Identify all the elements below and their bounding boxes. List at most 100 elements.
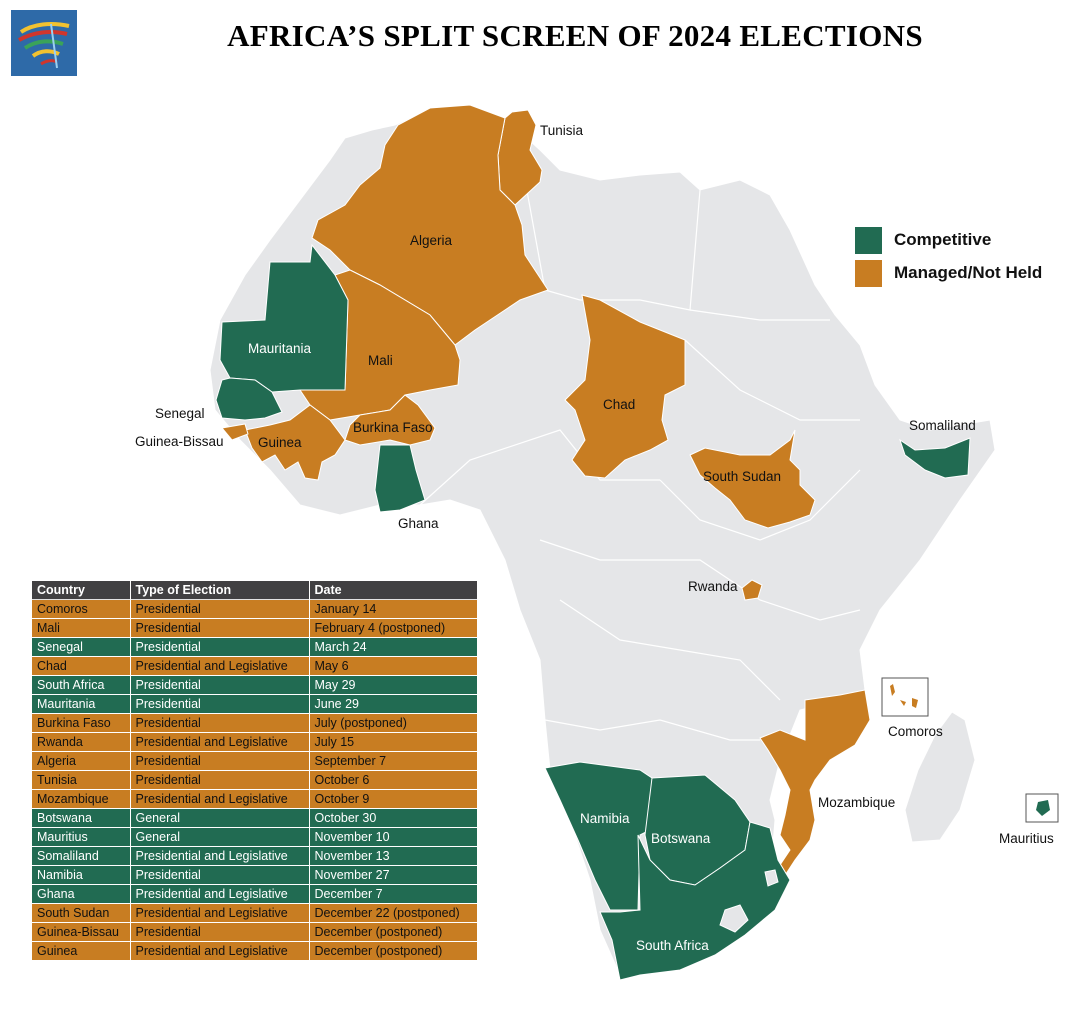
table-body: Comoros Presidential January 14 Mali Preside… — [32, 599, 478, 960]
country-south-sudan — [689, 429, 816, 529]
label-namibia: Namibia — [580, 811, 630, 826]
cell-date: December (postponed) — [309, 941, 478, 960]
label-mozambique: Mozambique — [818, 795, 895, 810]
cell-date: November 27 — [309, 865, 478, 885]
cell-country: Mauritania — [32, 694, 131, 714]
table-row: Somaliland Presidential and Legislative No… — [32, 846, 478, 866]
cell-country: Rwanda — [32, 732, 131, 752]
country-senegal — [215, 377, 283, 421]
table-row: Senegal Presidential March 24 — [32, 637, 478, 657]
cell-type: Presidential — [130, 713, 310, 733]
cell-country: Ghana — [32, 884, 131, 904]
cell-country: Comoros — [32, 599, 131, 619]
cell-date: December 7 — [309, 884, 478, 904]
cell-type: Presidential and Legislative — [130, 884, 310, 904]
cell-type: Presidential — [130, 637, 310, 657]
label-ghana: Ghana — [398, 516, 439, 531]
country-borders — [419, 179, 861, 741]
competitive-countries — [215, 243, 971, 981]
header-date: Date — [309, 581, 478, 600]
cell-type: Presidential — [130, 618, 310, 638]
table-row: Guinea Presidential and Legislative Decemb… — [32, 941, 478, 960]
country-chad — [564, 294, 686, 479]
cell-type: Presidential and Legislative — [130, 789, 310, 809]
cell-date: May 6 — [309, 656, 478, 676]
cell-country: Algeria — [32, 751, 131, 771]
label-comoros: Comoros — [888, 724, 943, 739]
cell-date: March 24 — [309, 637, 478, 657]
cell-date: July (postponed) — [309, 713, 478, 733]
table-row: South Sudan Presidential and Legislative D… — [32, 903, 478, 923]
country-south-africa — [599, 821, 791, 981]
country-ghana — [374, 444, 426, 513]
cell-type: Presidential and Legislative — [130, 903, 310, 923]
table-row: South Africa Presidential May 29 — [32, 675, 478, 695]
label-botswana: Botswana — [651, 831, 711, 846]
legend-swatch-managed — [855, 260, 882, 287]
legend-label-competitive: Competitive — [894, 230, 992, 249]
table-row: Guinea-Bissau Presidential December (postp… — [32, 922, 478, 942]
cell-type: Presidential — [130, 770, 310, 790]
cell-country: Burkina Faso — [32, 713, 131, 733]
cell-date: January 14 — [309, 599, 478, 619]
header-country: Country — [32, 581, 131, 600]
cell-type: Presidential — [130, 694, 310, 714]
cell-country: Botswana — [32, 808, 131, 828]
eswatini — [764, 869, 779, 887]
table-row: Comoros Presidential January 14 — [32, 599, 478, 619]
cell-date: November 13 — [309, 846, 478, 866]
cell-type: General — [130, 827, 310, 847]
country-guinea — [244, 404, 346, 481]
cell-type: Presidential and Legislative — [130, 732, 310, 752]
comoros-inset — [881, 677, 929, 717]
cell-date: December (postponed) — [309, 922, 478, 942]
cell-type: Presidential — [130, 675, 310, 695]
country-guinea-bissau — [221, 423, 249, 441]
cell-date: December 22 (postponed) — [309, 903, 478, 923]
cell-country: Mozambique — [32, 789, 131, 809]
cell-type: Presidential — [130, 865, 310, 885]
map-labels: Tunisia Algeria Mauritania Mali Senegal … — [135, 123, 1054, 953]
label-burkina-faso: Burkina Faso — [353, 420, 433, 435]
label-guinea: Guinea — [258, 435, 302, 450]
cell-country: Senegal — [32, 637, 131, 657]
table-row: Botswana General October 30 — [32, 808, 478, 828]
cell-date: June 29 — [309, 694, 478, 714]
country-mauritania — [219, 243, 349, 393]
cell-country: Guinea-Bissau — [32, 922, 131, 942]
cell-country: Guinea — [32, 941, 131, 960]
country-namibia — [544, 761, 653, 911]
cell-type: General — [130, 808, 310, 828]
label-algeria: Algeria — [410, 233, 453, 248]
cell-type: Presidential and Legislative — [130, 656, 310, 676]
cell-date: September 7 — [309, 751, 478, 771]
country-rwanda — [741, 579, 763, 601]
header-type: Type of Election — [130, 581, 310, 600]
label-mauritius: Mauritius — [999, 831, 1054, 846]
table-row: Rwanda Presidential and Legislative July 1… — [32, 732, 478, 752]
country-somaliland — [899, 437, 971, 479]
cell-date: July 15 — [309, 732, 478, 752]
label-tunisia: Tunisia — [540, 123, 584, 138]
table-header-row: Country Type of Election Date — [32, 581, 478, 600]
country-algeria — [311, 104, 549, 346]
managed-countries — [221, 104, 871, 882]
cell-date: February 4 (postponed) — [309, 618, 478, 638]
label-guinea-bissau: Guinea-Bissau — [135, 434, 224, 449]
page-title: AFRICA’S SPLIT SCREEN OF 2024 ELECTIONS — [227, 18, 923, 53]
label-south-africa: South Africa — [636, 938, 709, 953]
cell-date: May 29 — [309, 675, 478, 695]
label-chad: Chad — [603, 397, 635, 412]
cell-country: South Africa — [32, 675, 131, 695]
table-row: Mauritania Presidential June 29 — [32, 694, 478, 714]
cell-country: Tunisia — [32, 770, 131, 790]
country-burkina-faso — [344, 394, 436, 446]
cell-country: Mauritius — [32, 827, 131, 847]
table-row: Mali Presidential February 4 (postponed) — [32, 618, 478, 638]
madagascar — [904, 711, 976, 843]
table-row: Ghana Presidential and Legislative Decembe… — [32, 884, 478, 904]
cell-type: Presidential — [130, 922, 310, 942]
label-south-sudan: South Sudan — [703, 469, 781, 484]
label-mali: Mali — [368, 353, 393, 368]
